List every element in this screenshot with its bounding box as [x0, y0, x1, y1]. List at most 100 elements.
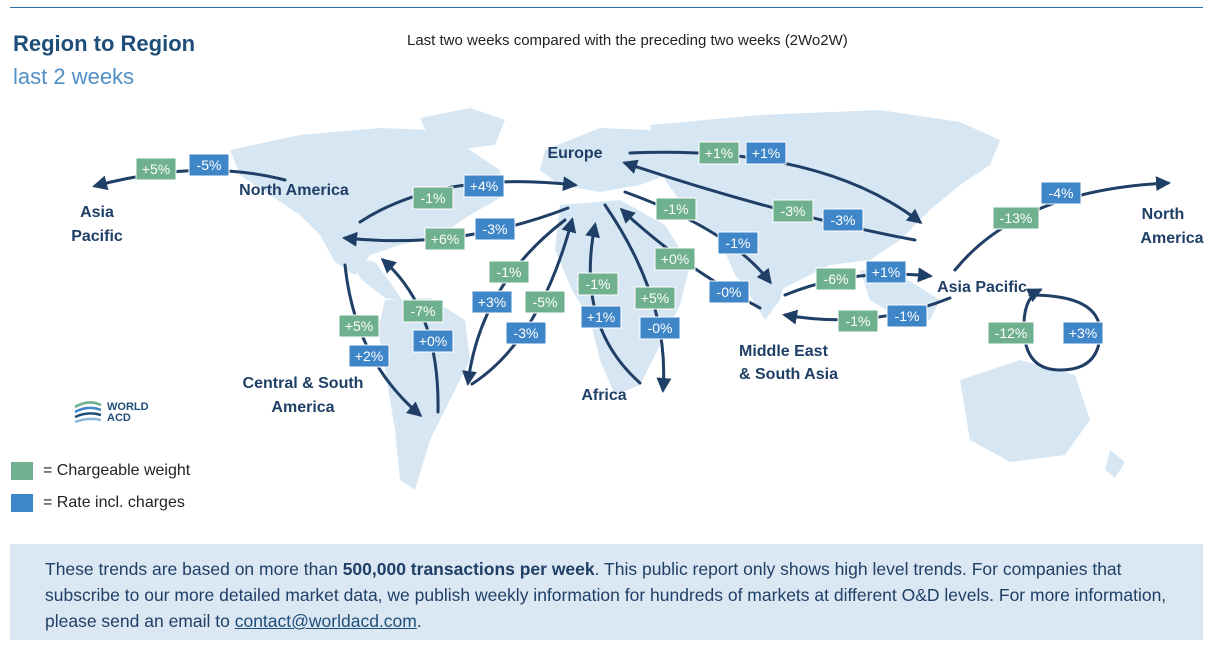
badge-box	[634, 286, 676, 310]
badge-value: +5%	[142, 161, 170, 177]
badge-box	[639, 316, 681, 340]
region-label-asia-pacific-west: Asia	[80, 204, 114, 221]
badge-box	[524, 290, 566, 314]
top-rule	[10, 7, 1203, 8]
region-label-central-south-america: Central & South	[243, 375, 364, 392]
badge-na-csa-r: +2%	[348, 344, 390, 368]
region-label-africa: Africa	[581, 387, 626, 404]
land-north-america	[230, 128, 505, 275]
badge-box	[717, 231, 759, 255]
badge-box	[865, 260, 907, 284]
badge-value: -0%	[648, 320, 673, 336]
badge-box	[992, 206, 1040, 230]
badge-box	[837, 309, 879, 333]
badge-eu-na-r: -3%	[474, 217, 516, 241]
badge-value: +2%	[355, 348, 383, 364]
badge-eu-me-w: -1%	[655, 197, 697, 221]
badge-value: +3%	[478, 294, 506, 310]
badge-box	[987, 321, 1035, 345]
contact-email-link[interactable]: contact@worldacd.com	[234, 611, 417, 631]
badge-value: +3%	[1069, 325, 1097, 341]
legend-swatch-rate	[11, 494, 33, 512]
badge-me-eu-w: +0%	[654, 247, 696, 271]
logo-line-1: WORLD	[107, 401, 149, 413]
badge-value: +4%	[470, 178, 498, 194]
badge-box	[135, 157, 177, 181]
badge-value: +1%	[705, 145, 733, 161]
badge-box	[488, 260, 530, 284]
legend-chargeable-weight: = Chargeable weight	[11, 462, 190, 480]
badge-value: -3%	[514, 325, 539, 341]
badge-eu-na-w: +6%	[424, 227, 466, 251]
world-flow-map: Asia Pacific North America Europe North …	[71, 108, 1204, 490]
region-label-asia-pacific: Asia Pacific	[937, 279, 1027, 296]
info-box: These trends are based on more than 500,…	[10, 544, 1203, 640]
badge-value: -3%	[781, 203, 806, 219]
badge-box	[474, 217, 516, 241]
badge-value: +1%	[752, 145, 780, 161]
badge-box	[655, 197, 697, 221]
badge-value: -6%	[824, 271, 849, 287]
badge-eu-csa-r: +3%	[471, 290, 513, 314]
info-text-bold: 500,000 transactions per week	[342, 559, 595, 579]
badge-ap-ap-r: +3%	[1062, 321, 1104, 345]
badge-value: -12%	[995, 325, 1028, 341]
badge-csa-na-w: -7%	[402, 299, 444, 323]
info-text-before: These trends are based on more than	[45, 559, 343, 579]
badge-na-csa-w: +5%	[338, 314, 380, 338]
badge-ap-eu-w: -3%	[772, 199, 814, 223]
badge-value: -4%	[1049, 185, 1074, 201]
arrow-csa-to-na	[380, 258, 440, 414]
arrow-csa-to-eu	[470, 217, 577, 386]
badge-value: -1%	[421, 190, 446, 206]
badge-value: +0%	[661, 251, 689, 267]
comparison-caption: Last two weeks compared with the precedi…	[407, 32, 848, 49]
badge-value: -5%	[533, 294, 558, 310]
badge-value: -1%	[664, 201, 689, 217]
region-label-europe: Europe	[547, 145, 602, 162]
page-title: Region to Region	[13, 31, 196, 56]
badge-af-eu-r: +1%	[580, 305, 622, 329]
land-new-zealand	[1105, 450, 1125, 478]
badge-box	[822, 208, 864, 232]
badge-box	[654, 247, 696, 271]
badge-box	[412, 186, 454, 210]
region-label-north-america-east: America	[1140, 230, 1203, 247]
land-central-america	[345, 255, 402, 300]
info-text-end: .	[416, 611, 422, 631]
badge-value: +1%	[587, 309, 615, 325]
region-label-middle-east: & South Asia	[739, 366, 838, 383]
worldacd-logo-icon	[74, 401, 102, 424]
badge-value: -1%	[726, 235, 751, 251]
badge-box	[412, 329, 454, 353]
badge-csa-eu-r: -3%	[505, 321, 547, 345]
page-subtitle: last 2 weeks	[13, 64, 135, 89]
badge-value: -0%	[717, 284, 742, 300]
badge-eu-af-w: +5%	[634, 286, 676, 310]
badge-value: +6%	[431, 231, 459, 247]
land-greenland	[420, 108, 505, 150]
badge-box	[772, 199, 814, 223]
badge-value: -3%	[483, 221, 508, 237]
logo-line-2: ACD	[107, 412, 131, 424]
badge-ap-na-r: -4%	[1040, 181, 1082, 205]
badge-eu-ap-r: +1%	[745, 141, 787, 165]
badge-value: -13%	[1000, 210, 1033, 226]
badge-value: +0%	[419, 333, 447, 349]
badge-csa-na-r: +0%	[412, 329, 454, 353]
region-label-asia-pacific-west: Pacific	[71, 228, 123, 245]
badge-eu-af-r: -0%	[639, 316, 681, 340]
legend-label-weight: = Chargeable weight	[43, 462, 191, 479]
badge-value: -1%	[497, 264, 522, 280]
region-label-central-south-america: America	[271, 399, 334, 416]
badge-me-eu-r: -0%	[708, 280, 750, 304]
badge-box	[815, 267, 857, 291]
badge-value: -1%	[895, 308, 920, 324]
badge-value: +1%	[872, 264, 900, 280]
badge-box	[402, 299, 444, 323]
badge-box	[580, 305, 622, 329]
land-australia	[960, 360, 1090, 462]
arrow-ap-to-na	[953, 176, 1171, 272]
badge-ap-me-r: -1%	[886, 304, 928, 328]
badge-box	[708, 280, 750, 304]
